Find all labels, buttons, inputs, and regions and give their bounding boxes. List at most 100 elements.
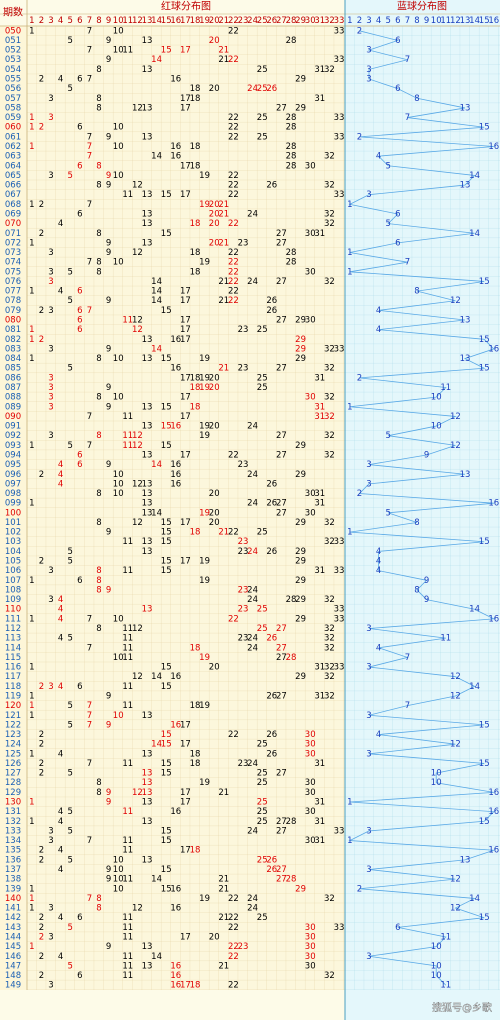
blue-number: 16 xyxy=(488,142,499,152)
blue-number: 3 xyxy=(366,46,371,56)
red-number: 26 xyxy=(266,855,277,865)
red-number: 22 xyxy=(228,171,239,181)
red-number: 14 xyxy=(151,296,162,306)
red-number: 25 xyxy=(257,913,268,923)
red-number: 15 xyxy=(161,190,172,200)
red-column-label: 21 xyxy=(218,16,229,26)
blue-number: 7 xyxy=(405,113,410,123)
red-number: 4 xyxy=(58,287,63,297)
red-number: 19 xyxy=(199,557,210,567)
red-number: 22 xyxy=(228,190,239,200)
red-number: 3 xyxy=(48,981,53,991)
red-number: 6 xyxy=(77,450,82,460)
red-column-label: 5 xyxy=(67,16,72,26)
blue-number: 15 xyxy=(479,537,490,547)
red-number: 12 xyxy=(132,431,143,441)
red-number: 8 xyxy=(96,94,101,104)
red-number: 10 xyxy=(113,711,124,721)
blue-number: 1 xyxy=(347,798,352,808)
red-number: 7 xyxy=(87,614,92,624)
issue-label: 096 xyxy=(5,470,21,480)
red-number: 20 xyxy=(209,422,220,432)
red-number: 13 xyxy=(142,190,153,200)
red-number: 15 xyxy=(161,884,172,894)
red-number: 22 xyxy=(228,267,239,277)
issue-label: 077 xyxy=(5,287,21,297)
red-number: 1 xyxy=(29,614,34,624)
watermark: 搜狐号@乡歌 xyxy=(432,1001,492,1014)
red-number: 30 xyxy=(305,788,316,798)
red-number: 17 xyxy=(180,450,191,460)
blue-number: 11 xyxy=(440,634,451,644)
red-number: 32 xyxy=(324,894,335,904)
red-number: 2 xyxy=(39,557,44,567)
red-number: 8 xyxy=(96,788,101,798)
red-number: 27 xyxy=(276,865,287,875)
red-number: 18 xyxy=(190,248,201,258)
issue-label: 106 xyxy=(5,566,21,576)
red-number: 11 xyxy=(122,913,133,923)
red-number: 9 xyxy=(106,383,111,393)
red-number: 10 xyxy=(113,875,124,885)
red-number: 30 xyxy=(305,836,316,846)
red-number: 22 xyxy=(228,923,239,933)
issue-label: 062 xyxy=(5,142,21,152)
red-number: 2 xyxy=(39,846,44,856)
red-number: 15 xyxy=(161,759,172,769)
red-number: 11 xyxy=(122,412,133,422)
issue-label: 092 xyxy=(5,431,21,441)
blue-column-label: 3 xyxy=(366,16,371,26)
red-number: 15 xyxy=(161,865,172,875)
red-number: 5 xyxy=(67,557,72,567)
red-number: 4 xyxy=(58,595,63,605)
red-number: 17 xyxy=(180,94,191,104)
issue-label: 094 xyxy=(5,450,21,460)
red-number: 25 xyxy=(257,624,268,634)
red-number: 15 xyxy=(161,441,172,451)
red-number: 28 xyxy=(286,595,297,605)
blue-number: 10 xyxy=(431,961,442,971)
red-number: 21 xyxy=(218,277,229,287)
red-number: 22 xyxy=(228,219,239,229)
red-column-label: 16 xyxy=(170,16,181,26)
red-number: 18 xyxy=(190,643,201,653)
red-number: 23 xyxy=(238,547,249,557)
issue-label: 114 xyxy=(5,643,21,653)
red-number: 10 xyxy=(113,865,124,875)
blue-number: 1 xyxy=(347,200,352,210)
blue-number: 12 xyxy=(450,296,461,306)
red-number: 1 xyxy=(29,942,34,952)
red-number: 30 xyxy=(305,393,316,403)
red-number: 21 xyxy=(218,200,229,210)
red-number: 33 xyxy=(334,614,345,624)
red-number: 8 xyxy=(96,103,101,113)
red-number: 11 xyxy=(122,643,133,653)
red-number: 20 xyxy=(209,663,220,673)
red-number: 25 xyxy=(257,798,268,808)
red-number: 14 xyxy=(151,277,162,287)
red-number: 4 xyxy=(58,605,63,615)
issue-label: 134 xyxy=(5,836,21,846)
red-number: 8 xyxy=(96,894,101,904)
red-number: 9 xyxy=(106,248,111,258)
issue-label: 110 xyxy=(5,605,21,615)
issue-label: 123 xyxy=(5,730,21,740)
red-number: 28 xyxy=(286,123,297,133)
issue-label: 133 xyxy=(5,826,21,836)
red-number: 12 xyxy=(132,518,143,528)
red-number: 27 xyxy=(276,103,287,113)
red-number: 19 xyxy=(199,258,210,268)
red-number: 1 xyxy=(29,238,34,248)
red-number: 17 xyxy=(180,393,191,403)
red-column-label: 32 xyxy=(324,16,335,26)
blue-column-label: 13 xyxy=(460,16,471,26)
red-number: 18 xyxy=(190,94,201,104)
issue-label: 090 xyxy=(5,412,21,422)
red-number: 9 xyxy=(106,132,111,142)
red-number: 6 xyxy=(77,75,82,85)
red-number: 32 xyxy=(324,152,335,162)
red-number: 32 xyxy=(324,344,335,354)
blue-number: 7 xyxy=(405,653,410,663)
blue-trend-line xyxy=(348,30,496,986)
